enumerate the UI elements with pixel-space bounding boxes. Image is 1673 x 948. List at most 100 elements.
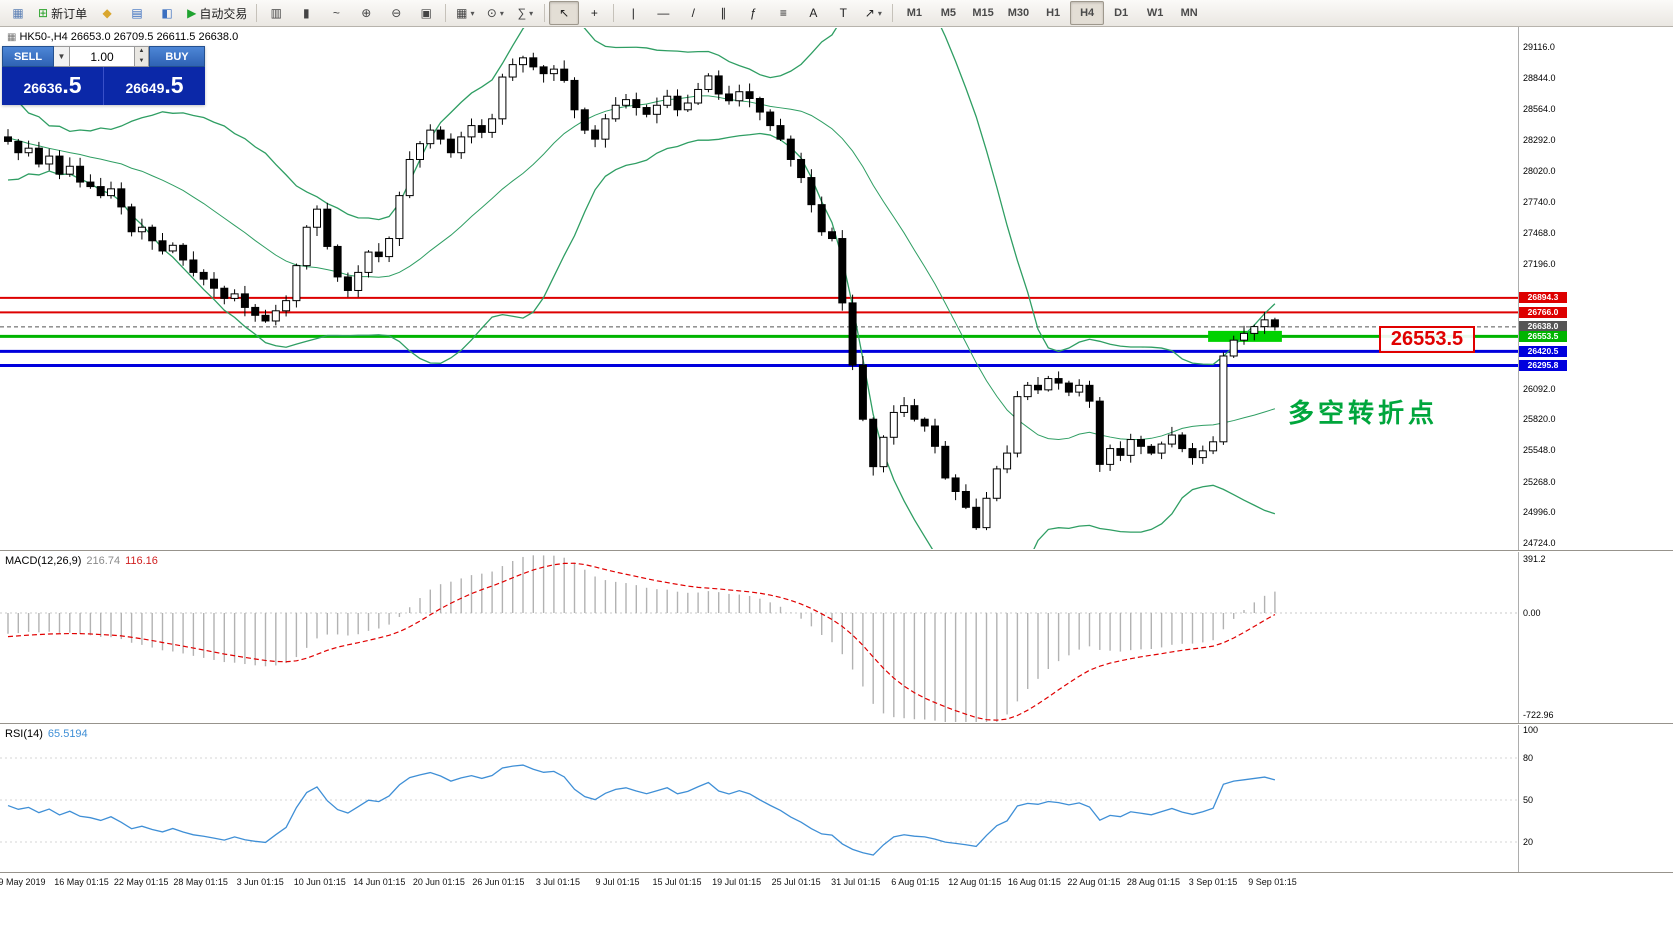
new-order-button-label: 新订单 <box>51 6 88 21</box>
toolbar: ▦ ⊞ 新订单 ◆ ▤ ◧ ▶ 自动交易 ▥ ▮ ~ ⊕ ⊖ ▣ ▦ ▾ ⊙ ▾ ∑ ▾ ↖ + | — / ∥ ƒ ≡ A T ↗ ▾ M1 M… <box>0 0 1673 27</box>
timeframe-m30-button[interactable]: M30 <box>1007 7 1030 19</box>
cursor-button[interactable]: ↖ <box>549 1 580 25</box>
turning-point-annotation[interactable]: 多空转折点 <box>1288 398 1439 428</box>
rsi-label: RSI(14) <box>5 728 43 740</box>
rsi-axis-label: 100 <box>1523 725 1539 735</box>
buy-price[interactable]: 26649.5 <box>104 67 205 105</box>
price-axis-label: 28020.0 <box>1523 165 1556 176</box>
autotrading-button[interactable]: ▶ 自动交易 <box>182 1 252 25</box>
trendline-icon: / <box>691 6 695 20</box>
timeframe-m1-button[interactable]: M1 <box>906 7 922 19</box>
vertical-line-icon: | <box>631 6 635 20</box>
fibonacci-icon: ƒ <box>749 6 757 20</box>
toolbar-separator <box>892 4 894 22</box>
price-callout-box[interactable]: 26553.5 <box>1379 326 1475 353</box>
text-button[interactable]: A <box>798 1 828 25</box>
chevron-down-icon: ▾ <box>499 8 504 18</box>
window-menu-button[interactable]: ▦ <box>3 1 33 25</box>
navigator-icon: ◧ <box>161 6 173 20</box>
time-axis-label: 19 Jul 01:15 <box>712 877 762 887</box>
price-axis-label: 26092.0 <box>1523 383 1556 394</box>
navigator-button[interactable]: ◧ <box>152 1 182 25</box>
timeframe-h1-button[interactable]: H1 <box>1046 7 1061 19</box>
tile-windows-button[interactable]: ▣ <box>411 1 441 25</box>
time-axis-label: 16 Aug 01:15 <box>1007 877 1061 887</box>
templates-button[interactable]: ▦ ▾ <box>450 1 480 25</box>
rsi-axis-label: 20 <box>1523 837 1534 847</box>
price-axis-label: 27196.0 <box>1523 258 1556 269</box>
timeframe-h4-button[interactable]: H4 <box>1070 1 1105 25</box>
time-axis-label: 14 Jun 01:15 <box>353 877 406 887</box>
line-chart-button[interactable]: ~ <box>321 1 351 25</box>
time-axis-label: 9 Jul 01:15 <box>595 877 640 887</box>
vertical-line-button[interactable]: | <box>618 1 648 25</box>
rsi-value: 65.5194 <box>47 728 88 740</box>
price-line-badge: 26553.5 <box>1519 330 1567 342</box>
fibonacci-button[interactable]: ƒ <box>738 1 768 25</box>
price-axis-label: 24724.0 <box>1523 537 1556 548</box>
zoom-out-icon: ⊖ <box>391 6 402 20</box>
buy-price-main: 26649 <box>125 80 165 96</box>
zoom-in-button[interactable]: ⊕ <box>351 1 381 25</box>
timeframe-mn-button[interactable]: MN <box>1180 7 1198 19</box>
time-axis-label: 9 Sep 01:15 <box>1248 877 1297 887</box>
symbol-ohlc-text: HK50-,H4 26653.0 26709.5 26611.5 26638.0 <box>19 31 239 43</box>
channel-icon: ∥ <box>720 6 727 20</box>
horizontal-line-button[interactable]: — <box>648 1 678 25</box>
rsi-panel[interactable] <box>0 725 1518 872</box>
macd-header: MACD(12,26,9) 216.74 116.16 <box>5 555 158 567</box>
symbol-ohlc-header: ▦ HK50-,H4 26653.0 26709.5 26611.5 26638.… <box>7 31 238 43</box>
zoom-out-button[interactable]: ⊖ <box>381 1 411 25</box>
indicators-button[interactable]: ∑ ▾ <box>510 1 540 25</box>
time-axis-label: 20 Jun 01:15 <box>412 877 465 887</box>
bar-chart-icon: ▥ <box>270 6 282 20</box>
channel-button[interactable]: ∥ <box>708 1 738 25</box>
autotrade-play-icon: ▶ <box>187 6 197 20</box>
chart-macd-divider[interactable] <box>0 550 1673 552</box>
trade-panel-prices: 26636.5 26649.5 <box>2 67 205 105</box>
crosshair-button[interactable]: + <box>579 1 609 25</box>
template-icon: ▦ <box>456 6 468 20</box>
main-chart[interactable] <box>0 27 1518 550</box>
rsi-axis-label: 80 <box>1523 753 1534 763</box>
one-click-trading-panel: SELL ▼ ▲ ▼ BUY 26636.5 26649.5 <box>2 46 205 105</box>
candlestick-chart-button[interactable]: ▮ <box>291 1 321 25</box>
new-order-button[interactable]: ⊞ 新订单 <box>33 1 92 25</box>
line-chart-icon: ~ <box>332 6 340 20</box>
macd-axis-label: 391.2 <box>1523 554 1546 564</box>
toolbar-separator <box>445 4 447 22</box>
sell-price[interactable]: 26636.5 <box>2 67 104 105</box>
macd-panel[interactable] <box>0 552 1518 723</box>
timeframe-m5-button[interactable]: M5 <box>940 7 956 19</box>
indicators-icon: ∑ <box>517 6 527 20</box>
price-axis-label: 29116.0 <box>1523 42 1555 52</box>
market-watch-button[interactable]: ▤ <box>122 1 152 25</box>
macd-label: MACD(12,26,9) <box>5 555 82 567</box>
bar-chart-button[interactable]: ▥ <box>261 1 291 25</box>
arrow-icon: ↗ <box>864 6 875 20</box>
autotrading-button-label: 自动交易 <box>199 6 248 21</box>
period-button[interactable]: ⊙ ▾ <box>480 1 510 25</box>
arrows-button[interactable]: ↗ ▾ <box>858 1 888 25</box>
volume-input[interactable] <box>70 46 135 67</box>
volume-down-button[interactable]: ▼ <box>135 56 148 66</box>
clock-icon: ⊙ <box>486 6 497 20</box>
buy-button[interactable]: BUY <box>149 46 205 67</box>
sell-button[interactable]: SELL <box>2 46 54 67</box>
volume-up-button[interactable]: ▲ <box>135 47 148 57</box>
chevron-down-icon: ▾ <box>877 8 882 18</box>
toolbar-separator <box>544 4 546 22</box>
label-button[interactable]: T <box>828 1 858 25</box>
macd-rsi-divider[interactable] <box>0 723 1673 725</box>
shapes-button[interactable]: ≡ <box>768 1 798 25</box>
timeframe-d1-button[interactable]: D1 <box>1114 7 1129 19</box>
alerts-button[interactable]: ◆ <box>92 1 122 25</box>
tile-windows-icon: ▣ <box>420 6 432 20</box>
timeframe-m15-button[interactable]: M15 <box>972 7 994 19</box>
trendline-button[interactable]: / <box>678 1 708 25</box>
volume-dropdown[interactable]: ▼ <box>54 46 70 67</box>
price-axis-separator <box>1518 27 1519 874</box>
time-axis-label: 6 Aug 01:15 <box>891 877 940 887</box>
timeframe-w1-button[interactable]: W1 <box>1146 7 1164 19</box>
price-axis-label: 25268.0 <box>1523 476 1556 487</box>
